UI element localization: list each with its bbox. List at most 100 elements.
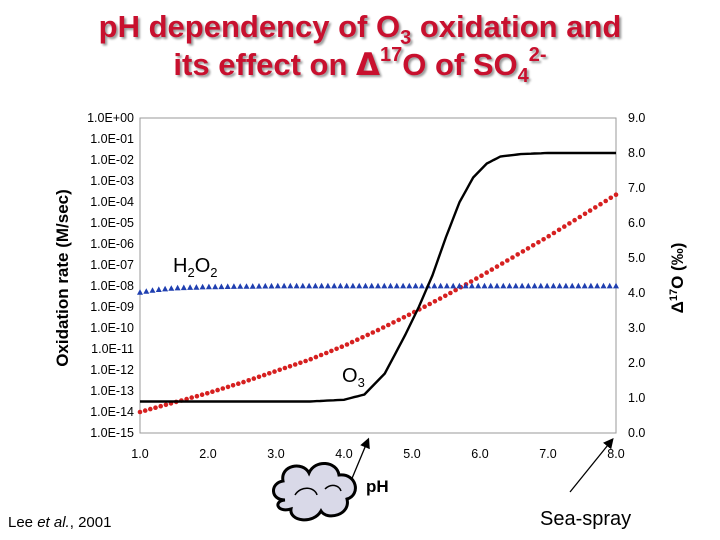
h2o2-point	[306, 282, 313, 289]
x-axis-label: pH	[366, 477, 389, 496]
o3-point	[210, 389, 215, 395]
o3-point	[401, 315, 407, 320]
o3-point	[313, 354, 319, 360]
o3-point	[577, 214, 583, 220]
o3-point	[225, 384, 231, 390]
o3-point	[236, 381, 241, 387]
y-left-tick-label: 1.0E-02	[90, 153, 134, 167]
h2o2-point	[287, 282, 294, 289]
o3-point	[536, 240, 541, 245]
h2o2-point	[243, 283, 250, 289]
o3-point	[215, 387, 220, 393]
o3-point	[334, 346, 339, 352]
y-left-tick-label: 1.0E-10	[90, 321, 134, 335]
y-left-tick-label: 1.0E-03	[90, 174, 134, 188]
h2o2-point	[362, 282, 369, 289]
o3-point	[205, 391, 210, 396]
h2o2-point	[137, 289, 143, 295]
x-tick-label: 2.0	[199, 447, 216, 461]
h2o2-point	[331, 282, 338, 289]
plot-frame	[139, 117, 617, 434]
h2o2-point	[299, 282, 306, 289]
h2o2-point	[387, 282, 394, 289]
o3-point	[474, 276, 479, 281]
x-tick-label: 3.0	[267, 447, 284, 461]
y-left-tick-label: 1.0E-11	[91, 342, 134, 356]
x-tick-label: 7.0	[539, 447, 556, 461]
h2o2-point	[569, 282, 576, 289]
h2o2-point	[162, 285, 169, 292]
h2o2-point	[550, 282, 557, 289]
o3-point	[360, 335, 365, 340]
o3-point	[339, 344, 345, 350]
o3-point	[515, 252, 520, 257]
o3-point	[448, 290, 453, 296]
o3-point	[613, 192, 619, 197]
y-right-tick-label: 6.0	[628, 216, 645, 230]
h2o2-point	[218, 283, 225, 290]
h2o2-point	[143, 288, 150, 294]
o3-point	[443, 293, 448, 299]
o3-point	[505, 258, 510, 263]
h2o2-point	[500, 282, 507, 289]
h2o2-point	[556, 282, 563, 289]
y-left-tick-label: 1.0E-09	[90, 300, 134, 314]
h2o2-point	[199, 283, 206, 290]
o3-point	[148, 406, 153, 412]
h2o2-point	[381, 282, 388, 289]
o3-point	[261, 372, 267, 378]
h2o2-point	[318, 282, 325, 289]
y-right-tick-label: 7.0	[628, 181, 645, 195]
h2o2-point	[562, 282, 569, 289]
o3-point	[189, 395, 194, 400]
h2o2-point	[212, 283, 219, 290]
h2o2-point	[544, 282, 551, 289]
y-axis-label-right: Δ17O (‰)	[668, 243, 687, 314]
o3-point	[220, 386, 226, 391]
o3-point	[541, 237, 546, 242]
o3-point	[582, 211, 588, 217]
o3-point	[308, 356, 314, 362]
h2o2-point	[312, 282, 319, 289]
y-left-tick-label: 1.0E-12	[90, 363, 134, 377]
o3-point	[194, 393, 200, 399]
y-left-tick-label: 1.0E-07	[90, 258, 134, 272]
o3-point	[246, 378, 251, 383]
y-right-tick-label: 4.0	[628, 286, 645, 300]
o3-point	[184, 396, 189, 402]
h2o2-point	[468, 282, 475, 289]
o3-point	[298, 360, 303, 366]
h2o2-point	[437, 282, 444, 289]
o3-point	[365, 332, 371, 338]
y-left-tick-label: 1.0E-04	[90, 195, 134, 209]
o3-point	[287, 364, 293, 369]
o3-point	[587, 208, 593, 213]
o3-point	[142, 408, 148, 413]
o3-point	[241, 379, 246, 385]
h2o2-point	[230, 283, 237, 289]
h2o2-point	[412, 282, 419, 289]
o3-point	[510, 255, 515, 260]
y-right-tick-label: 1.0	[628, 391, 645, 405]
o3-point	[551, 230, 557, 236]
h2o2-point	[256, 283, 262, 289]
o3-point	[603, 198, 608, 204]
o3-point	[282, 365, 288, 371]
h2o2-point	[600, 282, 607, 289]
o3-point	[556, 227, 562, 233]
h2o2-point	[249, 283, 256, 289]
h2o2-point	[293, 282, 300, 289]
h2o2-point	[456, 282, 463, 289]
h2o2-point	[375, 282, 381, 289]
o3-point	[355, 337, 360, 343]
y-left-tick-label: 1.0E-01	[90, 132, 134, 146]
o3-point	[267, 371, 272, 376]
h2o2-point	[525, 282, 532, 289]
sea-spray-arrow	[569, 437, 614, 493]
o3-point	[272, 369, 277, 374]
series-line-d17o	[140, 151, 616, 403]
o3-point	[422, 304, 427, 310]
o3-point	[344, 342, 350, 347]
title-line-1: pH dependency of O3 oxidation and	[98, 9, 622, 49]
